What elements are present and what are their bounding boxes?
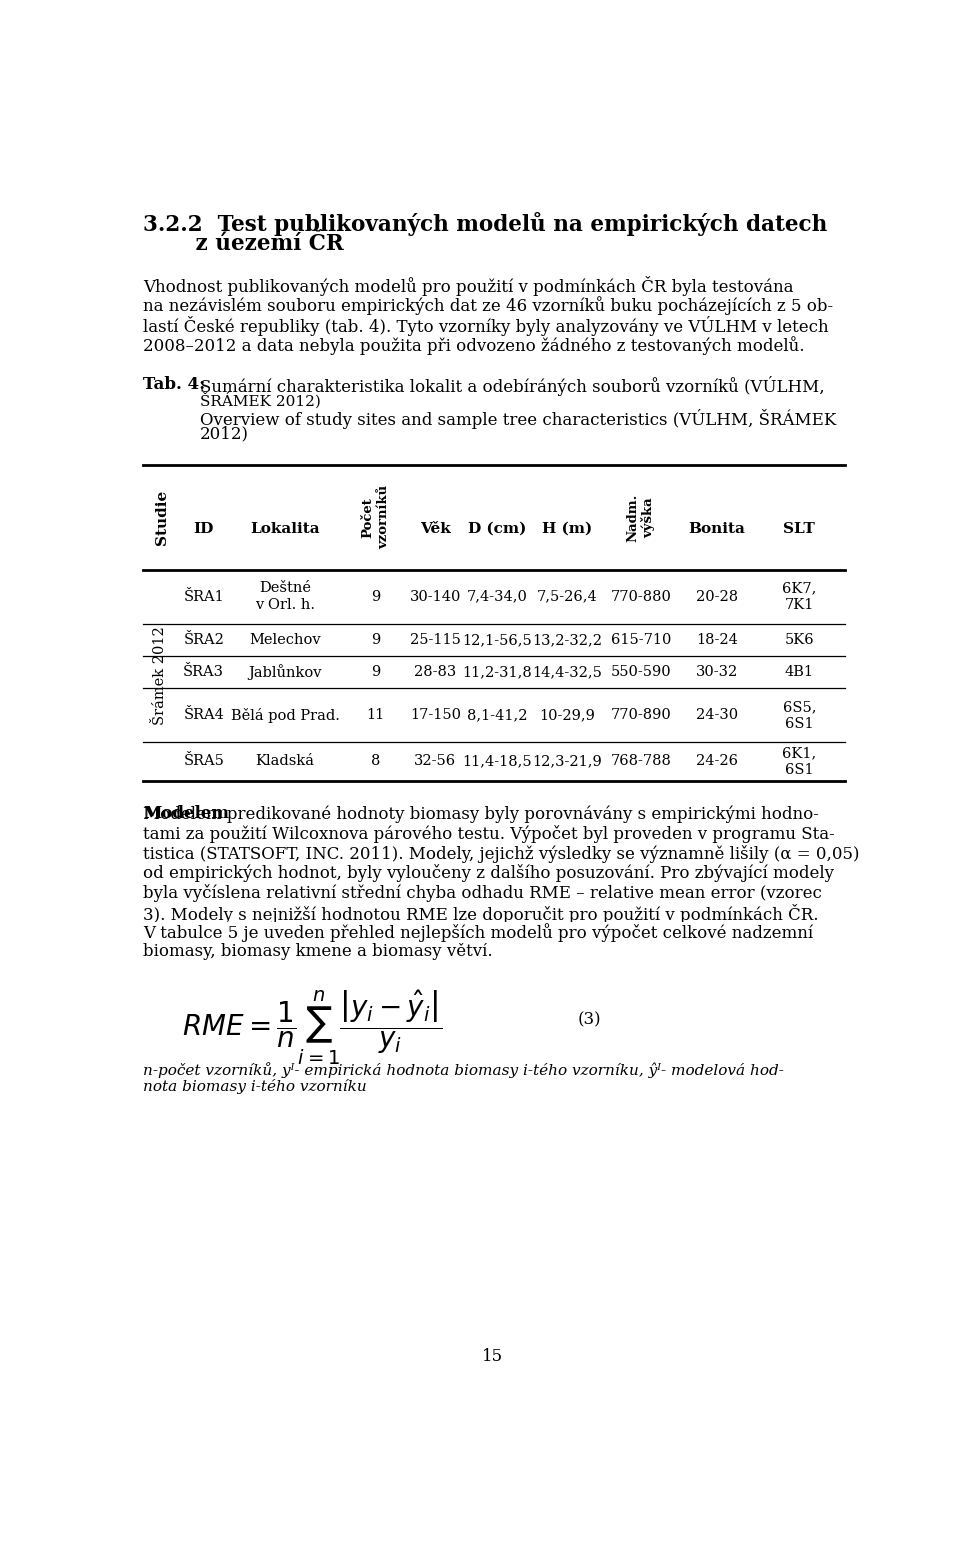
Text: 9: 9 xyxy=(372,589,380,603)
Text: 30-32: 30-32 xyxy=(696,665,738,679)
Text: 12,3-21,9: 12,3-21,9 xyxy=(532,754,602,768)
Text: 7,4-34,0: 7,4-34,0 xyxy=(467,589,528,603)
Text: 7,5-26,4: 7,5-26,4 xyxy=(537,589,597,603)
Text: Jablůnkov: Jablůnkov xyxy=(249,665,322,680)
Text: 13,2-32,2: 13,2-32,2 xyxy=(532,632,602,646)
Text: 24-30: 24-30 xyxy=(696,708,738,722)
Text: 14,4-32,5: 14,4-32,5 xyxy=(532,665,602,679)
Text: 20-28: 20-28 xyxy=(696,589,738,603)
Text: 768-788: 768-788 xyxy=(611,754,671,768)
Text: 24-26: 24-26 xyxy=(696,754,737,768)
Text: n-počet vzorníků, yᴵ- empirická hodnota biomasy i-tého vzorníku, ŷᴵ- modelová ho: n-počet vzorníků, yᴵ- empirická hodnota … xyxy=(143,1062,784,1079)
Text: Modelem: Modelem xyxy=(143,805,229,822)
Text: V tabulce 5 je uveden přehled nejlepších modelů pro výpočet celkové nadzemní: V tabulce 5 je uveden přehled nejlepších… xyxy=(143,923,813,942)
Text: Studie: Studie xyxy=(155,490,169,546)
Text: 2012): 2012) xyxy=(200,425,249,442)
Text: 8: 8 xyxy=(372,754,380,768)
Text: 11,2-31,8: 11,2-31,8 xyxy=(463,665,532,679)
Text: 15: 15 xyxy=(481,1348,503,1365)
Text: 5K6: 5K6 xyxy=(784,632,814,646)
Text: ŠRA5: ŠRA5 xyxy=(183,754,224,768)
Text: byla vyčíslena relativní střední chyba odhadu RME – relative mean error (vzorec: byla vyčíslena relativní střední chyba o… xyxy=(143,884,822,901)
Text: Bělá pod Prad.: Bělá pod Prad. xyxy=(230,708,340,724)
Text: ŠRA3: ŠRA3 xyxy=(183,665,225,679)
Text: Lokalita: Lokalita xyxy=(251,523,320,536)
Text: 9: 9 xyxy=(372,632,380,646)
Text: 6K7,
7K1: 6K7, 7K1 xyxy=(782,581,816,612)
Text: 6S5,
6S1: 6S5, 6S1 xyxy=(782,700,816,731)
Text: od empirických hodnot, byly vyloučeny z dalšího posuzování. Pro zbývající modely: od empirických hodnot, byly vyloučeny z … xyxy=(143,864,834,883)
Text: ŠRÁMEK 2012): ŠRÁMEK 2012) xyxy=(200,393,321,410)
Text: tami za použití Wilcoxnova párového testu. Výpočet byl proveden v programu Sta-: tami za použití Wilcoxnova párového test… xyxy=(143,826,835,843)
Text: 10-29,9: 10-29,9 xyxy=(540,708,595,722)
Text: Overview of study sites and sample tree characteristics (VÚLHM, ŠRÁMEK: Overview of study sites and sample tree … xyxy=(200,408,836,428)
Text: 8,1-41,2: 8,1-41,2 xyxy=(468,708,528,722)
Text: nota biomasy i-tého vzorníku: nota biomasy i-tého vzorníku xyxy=(143,1079,367,1095)
Text: 6K1,
6S1: 6K1, 6S1 xyxy=(782,747,816,776)
Text: 11,4-18,5: 11,4-18,5 xyxy=(463,754,532,768)
Text: 615-710: 615-710 xyxy=(611,632,671,646)
Text: 28-83: 28-83 xyxy=(415,665,457,679)
Text: V tabulce 5 je uveden přehled nejlepších modelů pro výpočet celkové nadzemní: V tabulce 5 je uveden přehled nejlepších… xyxy=(143,923,813,942)
Text: na nezávislém souboru empirických dat ze 46 vzorníků buku pocházejících z 5 ob-: na nezávislém souboru empirických dat ze… xyxy=(143,297,833,315)
Text: 550-590: 550-590 xyxy=(611,665,671,679)
Text: Tab. 4:: Tab. 4: xyxy=(143,377,205,394)
Text: 32-56: 32-56 xyxy=(415,754,457,768)
Text: (3): (3) xyxy=(577,1011,601,1028)
Text: Kladská: Kladská xyxy=(255,754,315,768)
Text: biomasy, biomasy kmene a biomasy větví.: biomasy, biomasy kmene a biomasy větví. xyxy=(143,943,492,960)
Text: Deštné
v Orl. h.: Deštné v Orl. h. xyxy=(255,581,315,612)
Text: 25-115: 25-115 xyxy=(410,632,461,646)
Text: 12,1-56,5: 12,1-56,5 xyxy=(463,632,532,646)
Text: 30-140: 30-140 xyxy=(410,589,461,603)
Text: V tabulce 5 je uveden přehled nejlepších modelů pro výpočet celkové nadzemní: V tabulce 5 je uveden přehled nejlepších… xyxy=(143,923,813,942)
Text: 770-880: 770-880 xyxy=(611,589,671,603)
Text: Nadm.
výška: Nadm. výška xyxy=(626,493,656,541)
Text: 4B1: 4B1 xyxy=(784,665,814,679)
Text: H (m): H (m) xyxy=(542,523,592,536)
Text: Vhodnost publikovaných modelů pro použití v podmínkách ČR byla testována: Vhodnost publikovaných modelů pro použit… xyxy=(143,277,794,297)
Text: 3). Modely s nejnižší hodnotou RME lze doporučit pro použití v podmínkách ČR.: 3). Modely s nejnižší hodnotou RME lze d… xyxy=(143,903,819,923)
Text: 18-24: 18-24 xyxy=(696,632,737,646)
Text: D (cm): D (cm) xyxy=(468,523,527,536)
Text: od empirických hodnot, byly vyloučeny z dalšího posuzování. Pro zbývající modely: od empirických hodnot, byly vyloučeny z … xyxy=(143,864,834,883)
Text: 17-150: 17-150 xyxy=(410,708,461,722)
Text: 11: 11 xyxy=(367,708,385,722)
Text: Sumární charakteristika lokalit a odebíráných souborů vzorníků (VÚLHM,: Sumární charakteristika lokalit a odebír… xyxy=(200,377,825,396)
Text: $RME = \dfrac{1}{n}\sum_{i=1}^{n} \dfrac{\left|y_i - \hat{y}_i\right|}{y_i}$: $RME = \dfrac{1}{n}\sum_{i=1}^{n} \dfrac… xyxy=(182,989,443,1067)
Text: 3.2.2  Test publikovaných modelů na empirických datech: 3.2.2 Test publikovaných modelů na empir… xyxy=(143,212,828,237)
Text: od empirických hodnot, byly vyloučeny z dalšího posuzování. Pro zbývající modely: od empirických hodnot, byly vyloučeny z … xyxy=(143,864,834,883)
Text: Šrámek 2012: Šrámek 2012 xyxy=(154,626,167,725)
Text: Melechov: Melechov xyxy=(250,632,321,646)
Text: Počet
vzorníků: Počet vzorníků xyxy=(362,485,390,549)
Text: 770-890: 770-890 xyxy=(611,708,671,722)
Text: ŠRA2: ŠRA2 xyxy=(183,632,224,646)
Text: ŠRA1: ŠRA1 xyxy=(183,589,224,603)
Text: z úezemí ČR: z úezemí ČR xyxy=(143,233,344,255)
Text: SLT: SLT xyxy=(783,523,815,536)
Text: Modelem predikované hodnoty biomasy byly porovnávány s empirickými hodno-: Modelem predikované hodnoty biomasy byly… xyxy=(143,805,819,822)
Text: Věk: Věk xyxy=(420,523,451,536)
Text: 2008–2012 a data nebyla použita při odvozeno žádného z testovaných modelů.: 2008–2012 a data nebyla použita při odvo… xyxy=(143,337,804,356)
Text: 9: 9 xyxy=(372,665,380,679)
Text: lastí České republiky (tab. 4). Tyto vzorníky byly analyzovány ve VÚLHM v letech: lastí České republiky (tab. 4). Tyto vzo… xyxy=(143,317,828,337)
Text: ŠRA4: ŠRA4 xyxy=(183,708,224,722)
Text: tistica (STATSOFT, INC. 2011). Modely, jejichž výsledky se významně lišily (α = : tistica (STATSOFT, INC. 2011). Modely, j… xyxy=(143,844,860,863)
Text: ID: ID xyxy=(194,523,214,536)
Text: Bonita: Bonita xyxy=(688,523,745,536)
